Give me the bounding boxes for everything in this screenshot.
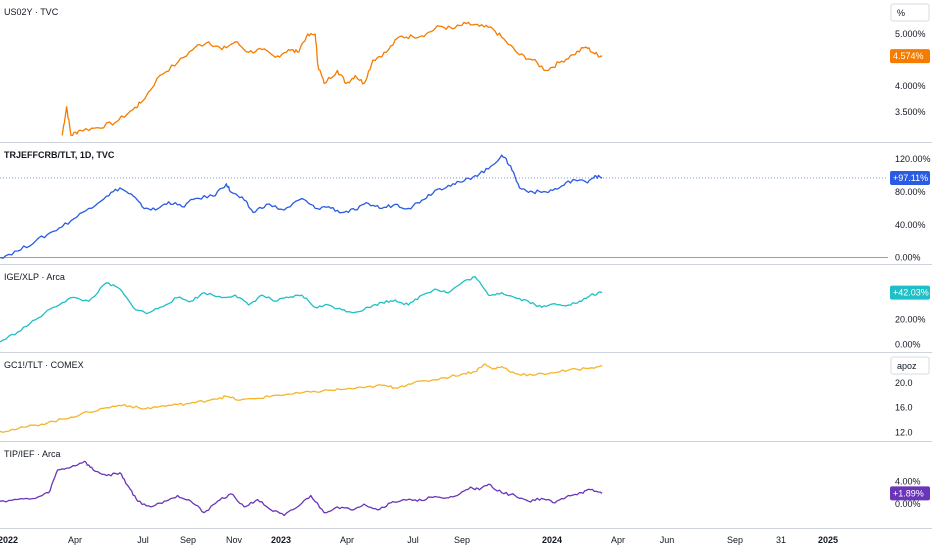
x-tick-label: 2023: [271, 535, 291, 545]
pane-gc: GC1!/TLT · COMEX apoz 20.0 16.0 12.0: [0, 356, 932, 442]
pane-ige: IGE/XLP · Arca 20.00% 0.00% +42.03%: [0, 272, 932, 353]
last-value-badge: [890, 170, 930, 185]
y-tick-label: 4.000%: [895, 81, 926, 91]
last-value-text: +42.03%: [893, 288, 929, 298]
unit-button[interactable]: [890, 356, 930, 375]
x-tick-label: Apr: [611, 535, 625, 545]
x-tick-label: Jul: [137, 535, 149, 545]
y-tick-label: 5.000%: [895, 29, 926, 39]
last-value-text: +97.11%: [893, 173, 928, 183]
x-tick-label: Jun: [660, 535, 675, 545]
y-tick-label: 16.0: [895, 403, 913, 413]
y-tick-label: 4.00%: [895, 476, 921, 486]
x-tick-label: 31: [776, 535, 786, 545]
x-tick-label: Jul: [407, 535, 419, 545]
x-tick-label: 2024: [542, 535, 562, 545]
y-tick-label: 0.00%: [895, 339, 921, 349]
last-value-badge: [890, 285, 930, 300]
x-tick-label: Sep: [454, 535, 470, 545]
y-tick-label: 80.00%: [895, 187, 926, 197]
unit-label: apoz: [897, 361, 917, 371]
x-tick-label: Apr: [340, 535, 354, 545]
x-tick-label: Sep: [727, 535, 743, 545]
pane-title: US02Y · TVC: [4, 7, 59, 17]
y-tick-label: 20.0: [895, 378, 913, 388]
y-tick-label: 40.00%: [895, 220, 926, 230]
unit-button[interactable]: [890, 3, 930, 22]
pane-tip: TIP/IEF · Arca 4.00% 0.00%+1.89%: [0, 449, 932, 529]
x-tick-label: 2025: [818, 535, 838, 545]
y-tick-label: 3.500%: [895, 107, 926, 117]
y-tick-label: 0.00%: [895, 253, 921, 263]
x-tick-label: Apr: [68, 535, 82, 545]
unit-label: %: [897, 8, 905, 18]
x-tick-label: 2022: [0, 535, 18, 545]
y-tick-label: 12.0: [895, 428, 913, 438]
series-line-us02y[interactable]: [61, 21, 603, 137]
pane-title: TRJEFFCRB/TLT, 1D, TVC: [4, 150, 115, 160]
series-line-trj[interactable]: [0, 154, 603, 259]
series-line-ige[interactable]: [0, 276, 603, 343]
pane-trj: TRJEFFCRB/TLT, 1D, TVC 120.00% 80.00% 40.00…: [0, 150, 932, 265]
x-tick-label: Nov: [226, 535, 243, 545]
panes-layer: US02Y · TVC%5.000%4.500%4.000%3.500%4.57…: [0, 3, 932, 529]
series-line-tip[interactable]: [0, 460, 603, 517]
x-axis: 2022 Apr Jul Sep Nov 2023 Apr Jul Sep 2024 Apr Jun S…: [0, 528, 932, 545]
last-value-text: +1.89%: [893, 488, 924, 498]
y-tick-label: 120.00%: [895, 154, 931, 164]
last-value-badge: [890, 486, 930, 501]
pane-us02y: US02Y · TVC%5.000%4.500%4.000%3.500%4.57…: [0, 3, 932, 143]
last-value-text: 4.574%: [893, 51, 924, 61]
last-value-badge: [890, 49, 930, 64]
x-tick-label: Sep: [180, 535, 196, 545]
pane-title: TIP/IEF · Arca: [4, 449, 61, 459]
series-line-gc[interactable]: [0, 363, 603, 433]
y-tick-label: 20.00%: [895, 315, 926, 325]
pane-title: IGE/XLP · Arca: [4, 272, 65, 282]
pane-title: GC1!/TLT · COMEX: [4, 360, 84, 370]
y-tick-label: 0.00%: [895, 499, 921, 509]
